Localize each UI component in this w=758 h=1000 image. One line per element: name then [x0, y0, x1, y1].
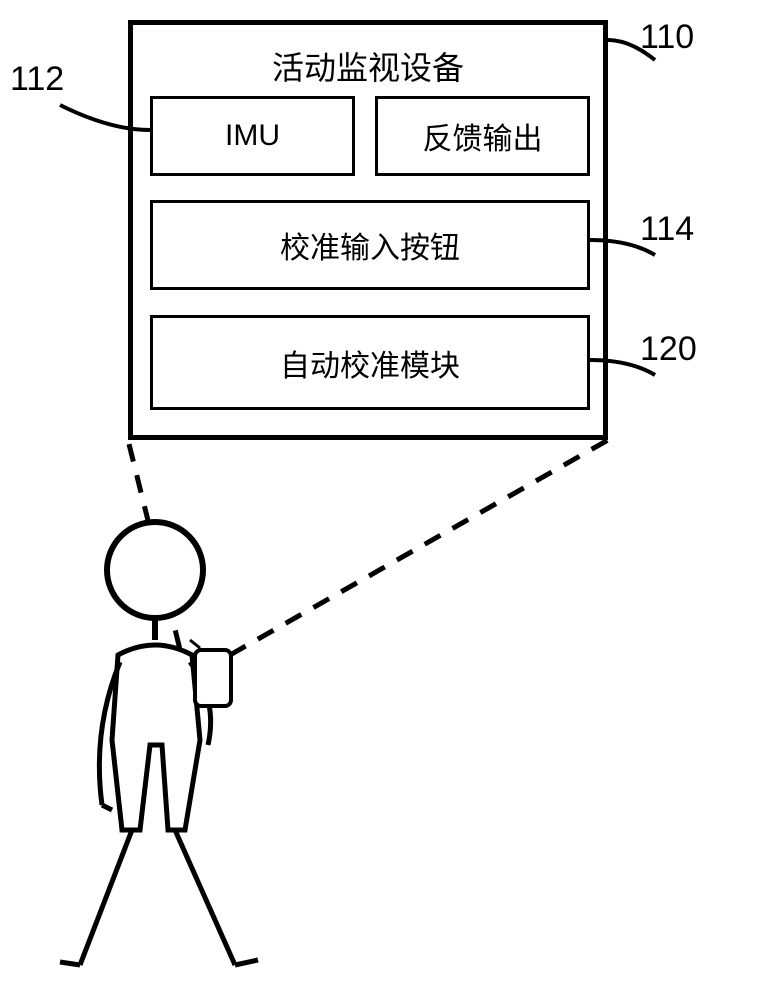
- device-title: 活动监视设备: [133, 43, 603, 89]
- auto-calib-label: 自动校准模块: [280, 341, 460, 385]
- calib-button-box: 校准输入按钮: [150, 200, 590, 290]
- ref-110: 110: [640, 18, 694, 57]
- auto-calib-box: 自动校准模块: [150, 315, 590, 410]
- feedback-label: 反馈输出: [423, 114, 543, 158]
- imu-label: IMU: [225, 119, 280, 153]
- ref-114: 114: [640, 210, 694, 249]
- imu-box: IMU: [150, 96, 355, 176]
- calib-button-label: 校准输入按钮: [280, 223, 460, 267]
- feedback-box: 反馈输出: [375, 96, 590, 176]
- ref-120: 120: [640, 330, 697, 369]
- ref-112: 112: [10, 60, 64, 99]
